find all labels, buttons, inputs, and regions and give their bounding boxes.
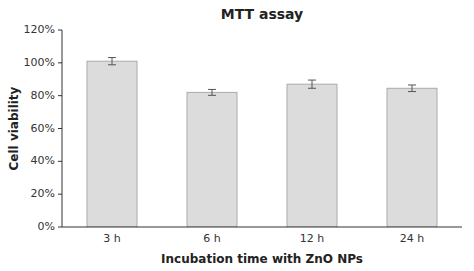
error-bar [308, 80, 316, 88]
y-tick [58, 161, 62, 162]
y-axis-label: Cell viability [7, 86, 21, 170]
plot-area [87, 58, 437, 227]
bar [87, 61, 137, 227]
y-tick [58, 95, 62, 96]
y-tick-label: 60% [31, 122, 55, 135]
y-tick [58, 128, 62, 129]
y-axis-line [62, 30, 63, 227]
y-tick-label: 80% [31, 89, 55, 102]
x-tick-label: 3 h [103, 232, 120, 245]
y-tick [58, 194, 62, 195]
bar [387, 88, 437, 227]
y-tick [58, 227, 62, 228]
page: {"chart_data": {"type": "bar", "title": … [0, 0, 474, 271]
y-tick [58, 30, 62, 31]
y-tick-label: 40% [31, 154, 55, 167]
chart-container: 0% 20% 40% 60% 80% 100% 120% 3 h 6 h 12 h 24 h MTT … [0, 0, 474, 271]
error-bar [108, 58, 116, 65]
x-axis-line [62, 227, 462, 228]
x-tick-label: 6 h [203, 232, 220, 245]
chart-svg: 0% 20% 40% 60% 80% 100% 120% 3 h 6 h 12 h 24 h MTT … [0, 0, 474, 271]
y-tick-label: 0% [38, 220, 55, 233]
title: MTT assay [221, 6, 303, 22]
x-axis-label: Incubation time with ZnO NPs [161, 252, 363, 266]
x-tick-label: 12 h [300, 232, 324, 245]
bar [187, 92, 237, 227]
error-bar [408, 85, 416, 92]
y-tick-label: 100% [24, 56, 55, 69]
bar [287, 84, 337, 227]
x-tick-label: 24 h [400, 232, 424, 245]
y-tick-label: 120% [24, 23, 55, 36]
y-tick [58, 62, 62, 63]
error-bar [208, 89, 216, 95]
y-tick-label: 20% [31, 187, 55, 200]
